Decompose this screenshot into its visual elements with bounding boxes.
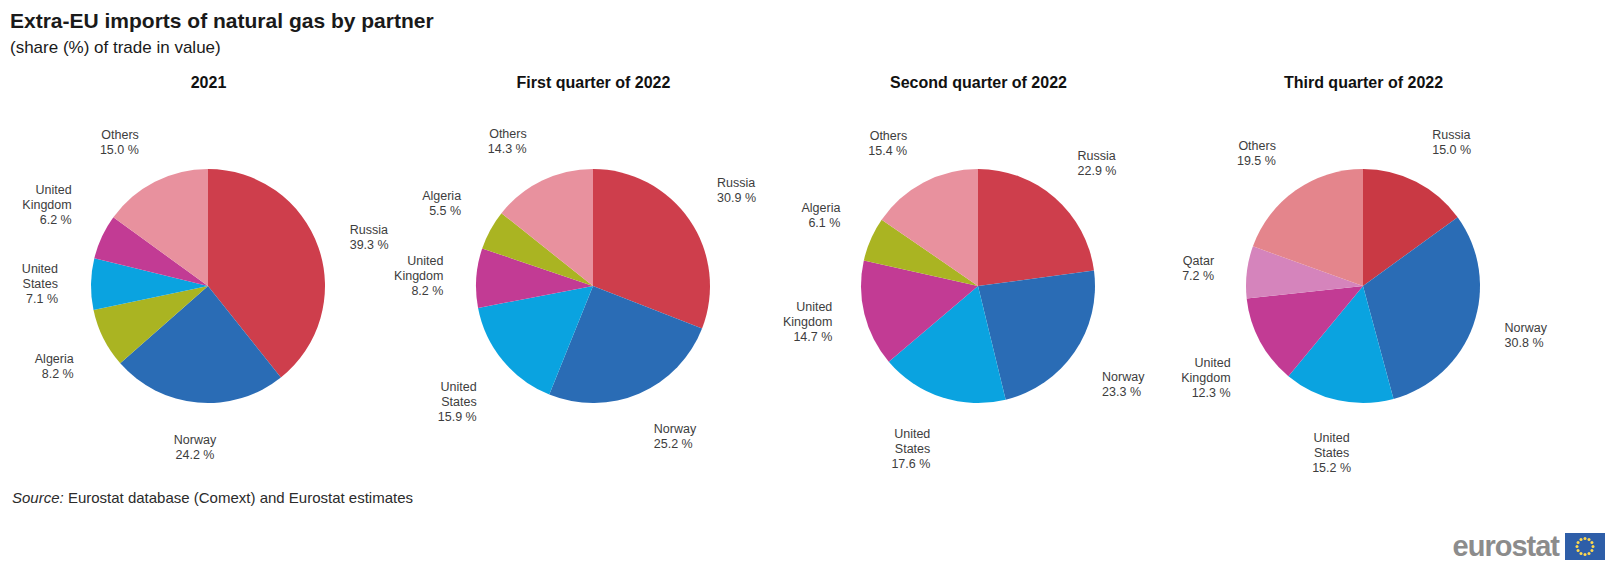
pie-label-united-kingdom: UnitedKingdom14.7 % <box>783 300 832 344</box>
chart-block-q1-2022: First quarter of 2022 Russia30.9 % Norway… <box>401 72 786 468</box>
pie-label-russia: Russia15.0 % <box>1432 128 1471 157</box>
eu-flag-star <box>1580 551 1583 554</box>
pie-label-united-states: UnitedStates7.1 % <box>22 262 58 306</box>
pie-label-united-kingdom: UnitedKingdom6.2 % <box>22 183 71 227</box>
pie-chart-q2-2022: Russia22.9 % Norway23.3 % UnitedStates17.6… <box>786 96 1171 468</box>
eu-flag-star <box>1576 545 1579 548</box>
pie-slice-russia <box>978 169 1094 286</box>
eu-flag-star <box>1577 549 1580 552</box>
pie-label-russia: Russia30.9 % <box>717 176 756 205</box>
eu-flag-star <box>1588 551 1591 554</box>
pie-label-norway: Norway23.3 % <box>1102 370 1145 399</box>
pie-label-qatar: Qatar7.2 % <box>1182 254 1214 283</box>
chart-title-2021: 2021 <box>16 72 401 94</box>
pie-label-russia: Russia39.3 % <box>350 223 389 252</box>
pie-chart-q3-2022: Russia15.0 %Norway30.8 %UnitedStates15.2… <box>1171 96 1556 468</box>
eu-flag-star <box>1580 538 1583 541</box>
source-note: Source: Eurostat database (Comext) and E… <box>0 488 1621 508</box>
eu-flag-star <box>1584 553 1587 556</box>
eu-flag-icon <box>1565 533 1605 560</box>
pie-label-algeria: Algeria8.2 % <box>35 352 74 381</box>
eu-flag-star <box>1584 537 1587 540</box>
pie-label-others: Others15.0 % <box>100 128 139 157</box>
eu-flag-star <box>1592 545 1595 548</box>
eurostat-logo-text: eurostat <box>1453 530 1559 562</box>
pie-label-united-states: UnitedStates15.9 % <box>438 380 477 424</box>
pie-label-norway: Norway25.2 % <box>654 422 697 451</box>
pie-label-others: Others14.3 % <box>488 127 527 156</box>
figure-header: Extra-EU imports of natural gas by partn… <box>0 0 1621 60</box>
chart-title-q3-2022: Third quarter of 2022 <box>1171 72 1556 94</box>
chart-title-q1-2022: First quarter of 2022 <box>401 72 786 94</box>
source-label: Source: <box>12 489 64 506</box>
eu-flag-star <box>1590 541 1593 544</box>
pie-chart-2021: Russia39.3 % Norway24.2 % Algeria8.2 % Unit… <box>16 96 401 468</box>
pie-label-united-states: UnitedStates15.2 % <box>1312 431 1351 475</box>
eurostat-logo: eurostat <box>1453 530 1605 562</box>
pie-label-united-states: UnitedStates17.6 % <box>891 427 930 471</box>
eu-flag-star <box>1590 549 1593 552</box>
chart-block-q3-2022: Third quarter of 2022 Russia15.0 % Norway… <box>1171 72 1556 468</box>
pie-label-algeria: Algeria5.5 % <box>422 189 461 218</box>
figure: Extra-EU imports of natural gas by partn… <box>0 0 1621 586</box>
chart-title-q2-2022: Second quarter of 2022 <box>786 72 1171 94</box>
pie-label-united-kingdom: UnitedKingdom8.2 % <box>394 254 443 298</box>
pie-label-norway: Norway24.2 % <box>174 433 217 462</box>
pie-chart-q1-2022: Russia30.9 % Norway25.2 % UnitedStates15.9… <box>401 96 786 468</box>
eu-flag-star <box>1577 541 1580 544</box>
charts-row: 2021 Russia39.3 % Norway24.2 % Algeria8.2 … <box>0 72 1621 468</box>
pie-label-others: Others15.4 % <box>868 129 907 158</box>
pie-label-algeria: Algeria6.1 % <box>801 201 840 230</box>
page-title: Extra-EU imports of natural gas by partn… <box>10 8 1621 34</box>
pie-label-norway: Norway30.8 % <box>1505 321 1548 350</box>
source-text: Eurostat database (Comext) and Eurostat … <box>68 489 413 506</box>
page-subtitle: (share (%) of trade in value) <box>10 36 1621 60</box>
pie-label-united-kingdom: UnitedKingdom12.3 % <box>1181 356 1230 400</box>
pie-label-russia: Russia22.9 % <box>1078 149 1117 178</box>
eu-flag-star <box>1588 538 1591 541</box>
chart-block-q2-2022: Second quarter of 2022 Russia22.9 % Norwa… <box>786 72 1171 468</box>
chart-block-2021: 2021 Russia39.3 % Norway24.2 % Algeria8.2 … <box>16 72 401 468</box>
pie-label-others: Others19.5 % <box>1237 139 1276 168</box>
